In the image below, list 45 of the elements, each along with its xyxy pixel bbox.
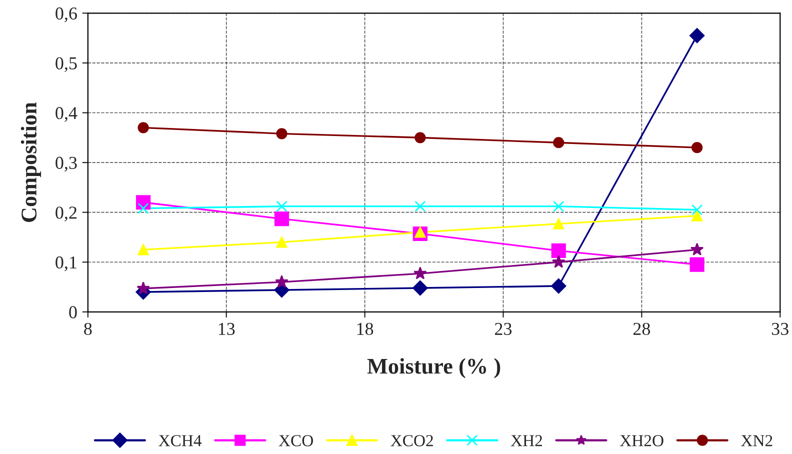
point	[692, 210, 703, 222]
y-tick-label: 0,4	[56, 107, 78, 122]
point	[136, 282, 150, 294]
point	[275, 275, 288, 288]
y-tick-label: 0,6	[56, 7, 77, 22]
point	[553, 137, 564, 148]
y-axis-title: Composition	[20, 102, 42, 222]
point	[138, 122, 149, 134]
point	[414, 200, 426, 212]
point	[552, 255, 566, 268]
x-axis-title: Moisture (% )	[367, 358, 500, 378]
point	[414, 266, 427, 280]
legend-label: XH2	[510, 435, 542, 446]
x-tick-label: 13	[218, 322, 235, 336]
point	[414, 132, 426, 144]
point	[690, 242, 704, 256]
point	[689, 28, 705, 44]
x-tick-label: 23	[495, 322, 512, 336]
point	[551, 243, 566, 258]
y-tick-label: 0,1	[56, 256, 76, 272]
x-tick-label: 33	[772, 322, 788, 336]
legend-label: XN2	[741, 435, 772, 446]
point	[551, 278, 566, 294]
legend-label: XCO	[278, 435, 313, 446]
point	[692, 204, 703, 216]
point	[276, 236, 288, 248]
x-tick-label: 28	[633, 322, 650, 336]
point	[138, 244, 149, 256]
point	[412, 280, 428, 296]
point	[276, 200, 288, 212]
point	[690, 257, 704, 272]
point	[276, 128, 288, 140]
legend-label: XCO2	[390, 435, 433, 446]
y-tick-label: 0,2	[56, 206, 76, 222]
x-tick-label: 18	[357, 322, 374, 336]
point	[553, 200, 564, 212]
legend-label: XCH4	[158, 435, 202, 446]
point	[692, 142, 703, 154]
point	[553, 218, 564, 230]
legend-label: XH2O	[620, 435, 664, 446]
point	[274, 212, 290, 226]
y-tick-label: 0	[69, 306, 77, 318]
y-tick-label: 0,3	[56, 156, 77, 172]
y-tick-label: 0,5	[56, 57, 77, 72]
x-tick-label: 8	[84, 322, 92, 336]
